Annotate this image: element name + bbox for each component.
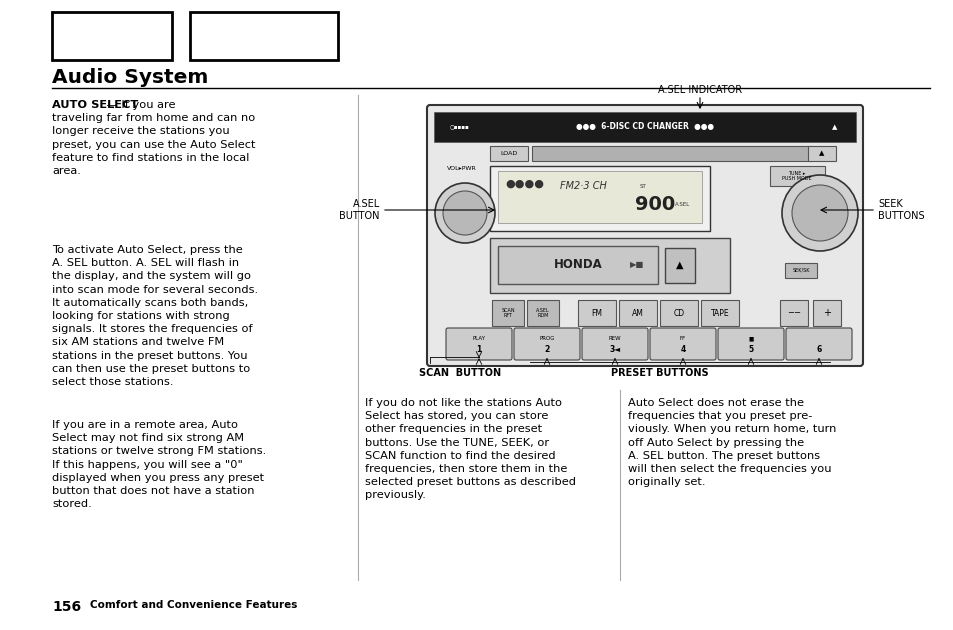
Text: FM: FM (591, 309, 602, 318)
Bar (492, 300, 523, 326)
Bar (812, 300, 841, 326)
Text: SCAN
RFT: SCAN RFT (500, 307, 515, 318)
Text: Auto Select does not erase the
frequencies that you preset pre-
viously. When yo: Auto Select does not erase the frequenci… (627, 398, 836, 487)
Bar (490, 166, 709, 231)
FancyBboxPatch shape (649, 328, 716, 360)
Text: ●●●●: ●●●● (504, 179, 543, 189)
Text: TAPE: TAPE (710, 309, 728, 318)
FancyBboxPatch shape (785, 328, 851, 360)
Text: If you are in a remote area, Auto
Select may not find six strong AM
stations or : If you are in a remote area, Auto Select… (52, 420, 266, 509)
Bar (434, 112, 855, 142)
Text: 900: 900 (635, 195, 675, 214)
Circle shape (781, 175, 857, 251)
Bar (532, 146, 811, 161)
Text: PLAY: PLAY (472, 336, 485, 341)
Text: ●●●  6-DISC CD CHANGER  ●●●: ●●● 6-DISC CD CHANGER ●●● (576, 122, 713, 132)
Bar (52, 12, 172, 60)
Text: −−: −− (786, 309, 801, 318)
Bar (490, 146, 527, 161)
Bar (769, 166, 824, 186)
Text: REW: REW (608, 336, 620, 341)
Bar (784, 263, 816, 278)
FancyBboxPatch shape (514, 328, 579, 360)
Text: — If you are
traveling far from home and can no
longer receive the stations you
: — If you are traveling far from home and… (52, 100, 255, 176)
Bar (490, 238, 729, 293)
Text: 1: 1 (476, 345, 481, 355)
Text: A.SEL
RDM: A.SEL RDM (536, 307, 549, 318)
Text: ■: ■ (747, 336, 753, 341)
Text: 2: 2 (544, 345, 549, 355)
Circle shape (791, 185, 847, 241)
Text: FF: FF (679, 336, 685, 341)
Bar (807, 146, 835, 161)
Text: A.SEL
BUTTON: A.SEL BUTTON (339, 199, 379, 220)
Circle shape (442, 191, 486, 235)
Bar (659, 300, 698, 326)
Text: Audio System: Audio System (52, 68, 208, 87)
Text: SEK/SK: SEK/SK (791, 268, 809, 273)
Text: ST: ST (639, 183, 646, 188)
Text: FM2·3 CH: FM2·3 CH (559, 181, 606, 191)
Bar (526, 300, 558, 326)
Text: CD: CD (673, 309, 684, 318)
Text: AM: AM (632, 309, 643, 318)
Text: 5: 5 (748, 345, 753, 355)
Text: 3◄: 3◄ (609, 345, 619, 355)
Text: +: + (822, 308, 830, 318)
Text: ▲: ▲ (819, 151, 823, 156)
Text: LOAD: LOAD (500, 151, 517, 156)
Text: ▲: ▲ (676, 260, 683, 270)
Text: PRESET BUTTONS: PRESET BUTTONS (611, 368, 708, 378)
Text: SCAN  BUTTON: SCAN BUTTON (418, 368, 500, 378)
Text: A.SEL: A.SEL (674, 202, 689, 207)
Text: 4: 4 (679, 345, 685, 355)
Text: A.SEL INDICATOR: A.SEL INDICATOR (658, 85, 741, 95)
Bar (497, 171, 701, 223)
FancyBboxPatch shape (427, 105, 862, 366)
Text: PROG: PROG (538, 336, 554, 341)
Bar (497, 246, 658, 284)
Text: TUNE ▸
PUSH MODE: TUNE ▸ PUSH MODE (781, 171, 811, 181)
Text: AUTO SELECT: AUTO SELECT (52, 100, 138, 110)
Bar (190, 12, 337, 60)
Bar (664, 248, 695, 283)
Bar (578, 300, 616, 326)
Text: 156: 156 (52, 600, 81, 614)
Text: ○▪▪▪▪: ○▪▪▪▪ (450, 125, 469, 130)
Bar (780, 300, 807, 326)
Text: ▲: ▲ (831, 124, 837, 130)
Text: HONDA: HONDA (553, 258, 601, 272)
FancyBboxPatch shape (581, 328, 647, 360)
Text: Comfort and Convenience Features: Comfort and Convenience Features (90, 600, 297, 610)
Circle shape (435, 183, 495, 243)
Text: SEEK
BUTTONS: SEEK BUTTONS (877, 199, 923, 220)
Text: VOL▸PWR: VOL▸PWR (447, 166, 476, 171)
Text: If you do not like the stations Auto
Select has stored, you can store
other freq: If you do not like the stations Auto Sel… (365, 398, 576, 500)
Text: 6: 6 (816, 345, 821, 355)
FancyBboxPatch shape (446, 328, 512, 360)
Bar (700, 300, 739, 326)
Text: ▶■: ▶■ (629, 260, 643, 270)
FancyBboxPatch shape (718, 328, 783, 360)
Bar (618, 300, 657, 326)
Text: To activate Auto Select, press the
A. SEL button. A. SEL will flash in
the displ: To activate Auto Select, press the A. SE… (52, 245, 258, 387)
